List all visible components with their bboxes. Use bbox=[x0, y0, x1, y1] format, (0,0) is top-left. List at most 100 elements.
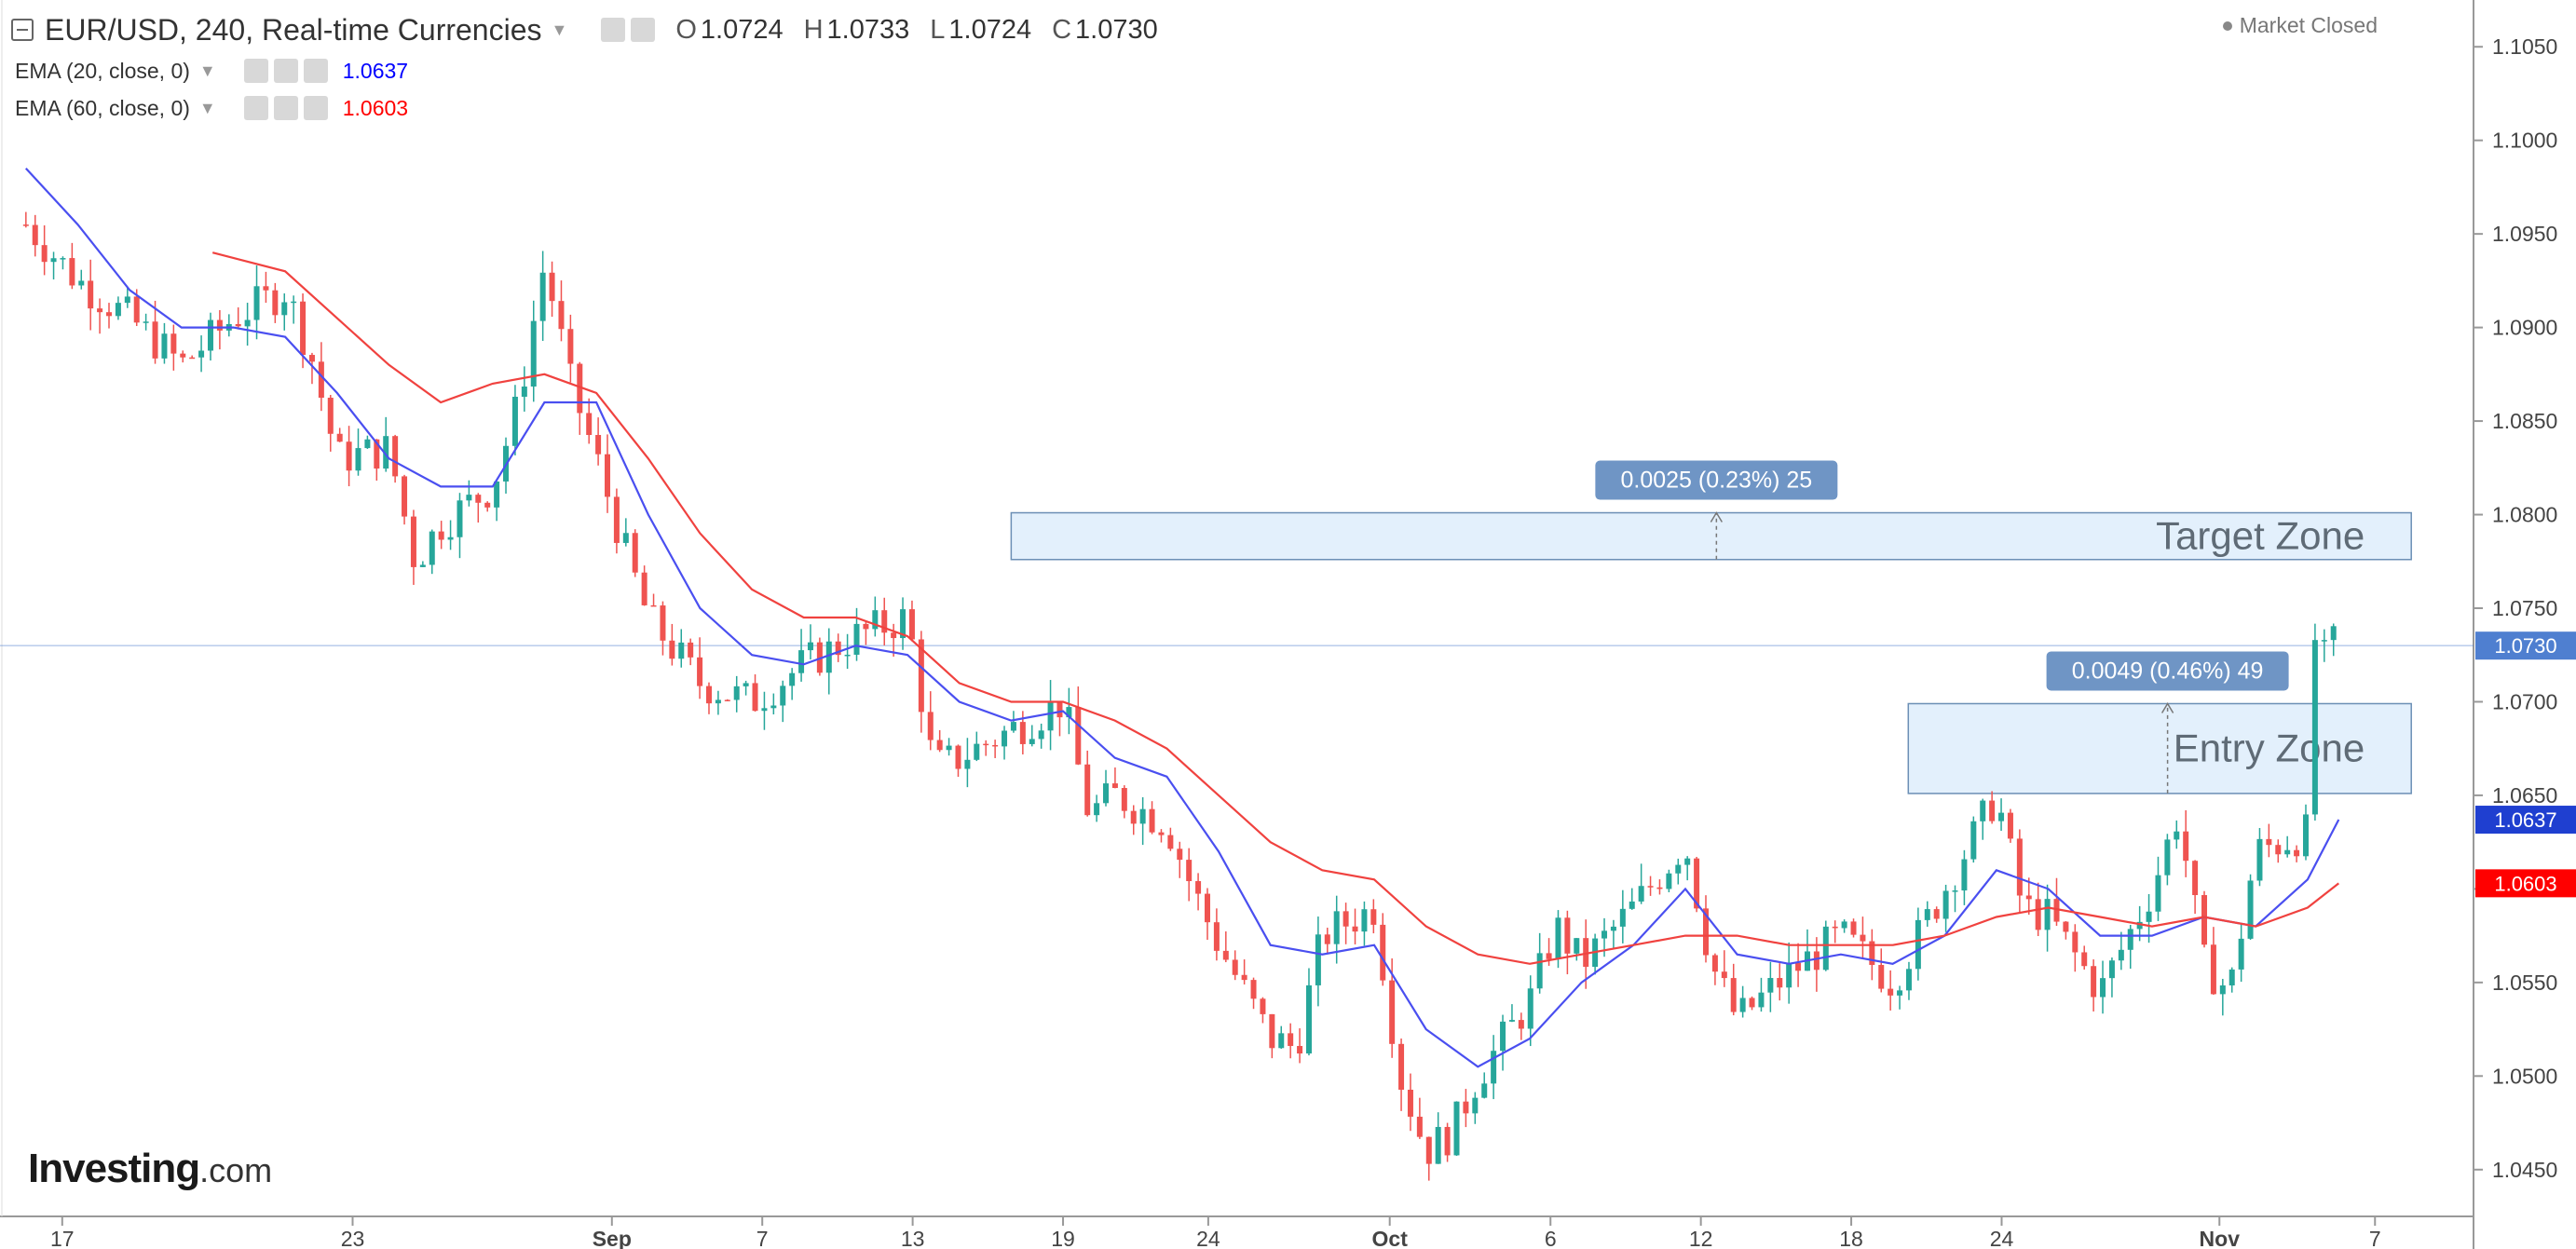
symbol-title[interactable]: EUR/USD, 240, Real-time Currencies bbox=[45, 12, 542, 47]
candle-body bbox=[1066, 707, 1072, 718]
chevron-down-icon[interactable]: ▼ bbox=[198, 98, 216, 117]
candle-body bbox=[1684, 858, 1691, 865]
candle-body bbox=[1767, 978, 1774, 993]
chevron-down-icon[interactable]: ▼ bbox=[198, 61, 216, 80]
x-tick-label: 17 bbox=[50, 1227, 75, 1249]
candle-body bbox=[622, 533, 629, 543]
candle-body bbox=[770, 705, 777, 709]
candle-body bbox=[927, 712, 934, 740]
visibility-icon[interactable] bbox=[601, 18, 626, 42]
candle-body bbox=[1333, 911, 1340, 944]
candle-body bbox=[161, 333, 168, 359]
candle-body bbox=[253, 286, 260, 320]
candle-body bbox=[1111, 783, 1118, 789]
candle-body bbox=[2228, 969, 2235, 986]
ema20-line bbox=[24, 168, 2340, 1068]
candle-body bbox=[2091, 966, 2097, 998]
candle-body bbox=[992, 744, 999, 747]
chevron-down-icon[interactable]: ▼ bbox=[551, 20, 568, 39]
candle-body bbox=[1029, 739, 1035, 744]
ema60-line bbox=[211, 251, 2339, 965]
x-tick-label: 24 bbox=[1990, 1227, 2014, 1249]
candle-body bbox=[1878, 965, 1885, 989]
candle-body bbox=[872, 610, 879, 630]
measure-arrow bbox=[2160, 702, 2174, 713]
candle-body bbox=[115, 303, 121, 317]
collapse-icon[interactable] bbox=[11, 19, 34, 41]
price-axis-badge bbox=[2475, 869, 2576, 898]
candle-body bbox=[2044, 899, 2051, 930]
chart-header: EUR/USD, 240, Real-time Currencies ▼ O 1.… bbox=[0, 0, 2478, 130]
candle-body bbox=[2108, 960, 2115, 979]
candle-body bbox=[881, 610, 888, 633]
candle-body bbox=[1370, 909, 1377, 925]
measure-callout bbox=[1595, 460, 1838, 500]
candle-body bbox=[475, 495, 482, 503]
candle-body bbox=[558, 301, 565, 330]
candle-body bbox=[1177, 849, 1183, 861]
gear-icon[interactable] bbox=[273, 59, 298, 83]
ohlc-low: L 1.0724 bbox=[930, 14, 1032, 45]
candle-body bbox=[1647, 886, 1654, 888]
measure-arrow bbox=[1710, 511, 1724, 523]
candle-body bbox=[447, 536, 454, 540]
indicator-label[interactable]: EMA (20, close, 0) bbox=[15, 58, 190, 83]
candle-body bbox=[364, 439, 371, 449]
market-status: Market Closed bbox=[2222, 13, 2378, 38]
candle-body bbox=[429, 531, 435, 565]
candle-body bbox=[1204, 893, 1210, 923]
candle-body bbox=[1002, 730, 1008, 747]
candle-body bbox=[41, 245, 48, 263]
candle-body bbox=[1269, 1013, 1275, 1049]
candle-body bbox=[1666, 873, 1672, 889]
candle-body bbox=[964, 759, 971, 769]
candle-body bbox=[272, 290, 279, 316]
candle-body bbox=[807, 642, 813, 651]
zone-rect bbox=[1010, 511, 2412, 561]
candle-body bbox=[2136, 921, 2143, 930]
candle-body bbox=[402, 476, 408, 517]
visibility-icon[interactable] bbox=[243, 59, 268, 83]
visibility-icon[interactable] bbox=[243, 96, 268, 120]
close-icon[interactable] bbox=[303, 96, 328, 120]
candle-body bbox=[1694, 858, 1700, 909]
measure-label: 0.0025 (0.23%) 25 bbox=[1621, 468, 1813, 494]
indicator-label[interactable]: EMA (60, close, 0) bbox=[15, 95, 190, 120]
close-icon[interactable] bbox=[303, 59, 328, 83]
candle-body bbox=[1564, 917, 1571, 954]
candle-body bbox=[1942, 890, 1949, 919]
candle-body bbox=[825, 641, 832, 673]
x-tick-label: 12 bbox=[1689, 1227, 1713, 1249]
candle-body bbox=[2155, 875, 2161, 912]
ohlc-open: O 1.0724 bbox=[675, 14, 784, 45]
candle-body bbox=[1638, 886, 1644, 902]
candle-body bbox=[1703, 908, 1710, 956]
candle-body bbox=[1675, 864, 1682, 874]
y-tick-label: 1.0700 bbox=[2492, 689, 2557, 713]
candle-body bbox=[1739, 998, 1746, 1012]
price-axis-badge-label: 1.0637 bbox=[2494, 808, 2556, 832]
x-tick-label: Oct bbox=[1372, 1227, 1409, 1249]
candle-body bbox=[660, 605, 666, 641]
candle-body bbox=[1786, 962, 1792, 988]
candle-body bbox=[595, 435, 602, 455]
candle-body bbox=[78, 280, 85, 286]
price-axis-badge bbox=[2475, 806, 2576, 835]
x-tick-label: 13 bbox=[901, 1227, 925, 1249]
candle-body bbox=[2025, 895, 2032, 900]
candle-body bbox=[1241, 974, 1247, 981]
indicator-value: 1.0603 bbox=[342, 95, 409, 120]
candle-body bbox=[605, 454, 611, 497]
candle-body bbox=[641, 572, 647, 605]
gear-icon[interactable] bbox=[273, 96, 298, 120]
gear-icon[interactable] bbox=[631, 18, 656, 42]
candle-body bbox=[798, 650, 805, 673]
candle-body bbox=[1149, 808, 1155, 833]
candle-body bbox=[1795, 962, 1802, 971]
candle-body bbox=[705, 686, 712, 704]
candle-body bbox=[1656, 887, 1663, 889]
candle-body bbox=[2275, 845, 2282, 855]
candle-body bbox=[2266, 838, 2272, 846]
candle-body bbox=[1777, 978, 1783, 988]
